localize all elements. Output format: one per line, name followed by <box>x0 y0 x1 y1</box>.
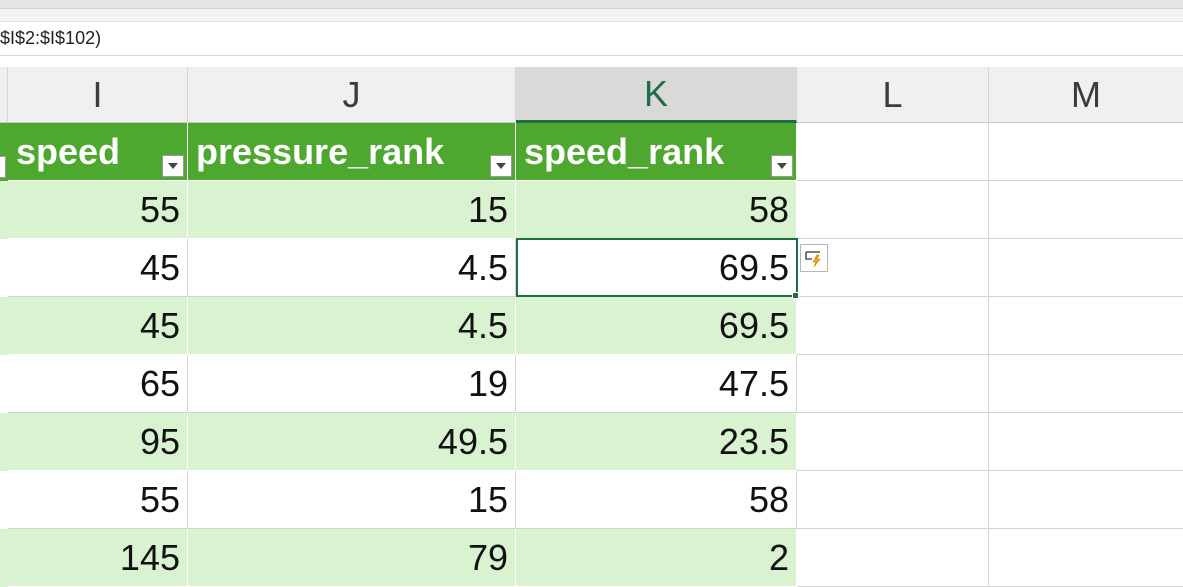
filter-button-partial[interactable] <box>0 156 6 178</box>
window-top-bar <box>0 0 1183 22</box>
table-row: 95 49.5 23.5 <box>0 413 1183 471</box>
cell-speed[interactable]: 55 <box>8 181 188 239</box>
cell-pressure-rank[interactable]: 15 <box>188 471 516 529</box>
chevron-down-icon[interactable] <box>771 155 793 177</box>
cell-speed-rank[interactable]: 58 <box>516 181 797 239</box>
cell-empty[interactable] <box>797 413 989 471</box>
cell-h-partial[interactable] <box>0 529 8 587</box>
cell-speed-rank[interactable]: 69.5 <box>516 297 797 355</box>
cell-empty[interactable] <box>989 239 1183 297</box>
cell-h-partial[interactable] <box>0 413 8 471</box>
cell-empty[interactable] <box>797 239 989 297</box>
chevron-down-icon[interactable] <box>162 155 184 177</box>
header-label: speed_rank <box>524 130 725 172</box>
cell-empty[interactable] <box>989 355 1183 413</box>
cell-empty[interactable] <box>797 181 989 239</box>
table-row: 55 15 58 <box>0 181 1183 239</box>
cell-empty[interactable] <box>989 471 1183 529</box>
table-row: 65 19 47.5 <box>0 355 1183 413</box>
cell-speed-rank[interactable]: 23.5 <box>516 413 797 471</box>
column-header-k[interactable]: K <box>516 67 797 123</box>
column-header-m[interactable]: M <box>1071 74 1101 115</box>
table-row: 55 15 58 <box>0 471 1183 529</box>
table-row: 145 79 2 <box>0 529 1183 587</box>
cell-empty[interactable] <box>797 355 989 413</box>
cell-pressure-rank[interactable]: 4.5 <box>188 239 516 297</box>
cell-speed-rank[interactable]: 47.5 <box>516 355 797 413</box>
cell-h-partial[interactable] <box>0 297 8 355</box>
quick-analysis-button[interactable] <box>800 244 828 272</box>
column-header-row: I J K L M <box>0 67 1183 123</box>
table-row: 45 4.5 69.5 <box>0 239 1183 297</box>
column-header-l[interactable]: L <box>797 67 989 123</box>
cell-speed[interactable]: 55 <box>8 471 188 529</box>
table-row: 45 4.5 69.5 <box>0 297 1183 355</box>
column-header-h-partial[interactable] <box>0 67 8 123</box>
cell-speed-rank-selected[interactable]: 69.5 <box>516 239 797 297</box>
header-label: pressure_rank <box>196 130 445 172</box>
cell-pressure-rank[interactable]: 4.5 <box>188 297 516 355</box>
cell-pressure-rank[interactable]: 15 <box>188 181 516 239</box>
cell-speed-rank[interactable]: 58 <box>516 471 797 529</box>
cell-speed[interactable]: 65 <box>8 355 188 413</box>
header-label: speed <box>16 130 121 172</box>
cell-h-partial[interactable] <box>0 181 8 239</box>
cell-pressure-rank[interactable]: 19 <box>188 355 516 413</box>
column-header-i[interactable]: I <box>8 67 188 123</box>
ribbon-edge <box>0 0 1183 9</box>
cell-empty[interactable] <box>989 413 1183 471</box>
fill-handle[interactable] <box>792 292 799 299</box>
chevron-down-icon[interactable] <box>490 155 512 177</box>
cell-empty[interactable] <box>797 123 989 181</box>
cell-speed[interactable]: 95 <box>8 413 188 471</box>
cell-empty[interactable] <box>989 181 1183 239</box>
formula-text[interactable]: $I$2:$I$102) <box>0 28 102 48</box>
cell-pressure-rank[interactable]: 49.5 <box>188 413 516 471</box>
header-cell-h-partial[interactable] <box>0 123 8 181</box>
cell-pressure-rank[interactable]: 79 <box>188 529 516 587</box>
cell-empty[interactable] <box>797 529 989 587</box>
quick-analysis-icon <box>805 251 821 268</box>
worksheet-grid: speed pressure_rank speed_rank 55 15 58 … <box>0 123 1183 587</box>
column-header-j[interactable]: J <box>188 67 516 123</box>
cell-h-partial[interactable] <box>0 355 8 413</box>
cell-h-partial[interactable] <box>0 239 8 297</box>
cell-speed[interactable]: 45 <box>8 297 188 355</box>
header-cell-speed[interactable]: speed <box>8 123 188 181</box>
cell-speed[interactable]: 145 <box>8 529 188 587</box>
cell-empty[interactable] <box>989 297 1183 355</box>
cell-speed-rank[interactable]: 2 <box>516 529 797 587</box>
cell-empty[interactable] <box>989 123 1183 181</box>
cell-h-partial[interactable] <box>0 471 8 529</box>
cell-empty[interactable] <box>797 471 989 529</box>
cell-speed[interactable]: 45 <box>8 239 188 297</box>
cell-empty[interactable] <box>989 529 1183 587</box>
cell-empty[interactable] <box>797 297 989 355</box>
header-cell-pressure-rank[interactable]: pressure_rank <box>188 123 516 181</box>
header-cell-speed-rank[interactable]: speed_rank <box>516 123 797 181</box>
formula-bar[interactable]: $I$2:$I$102) <box>0 22 1183 56</box>
table-header-row: speed pressure_rank speed_rank <box>0 123 1183 181</box>
